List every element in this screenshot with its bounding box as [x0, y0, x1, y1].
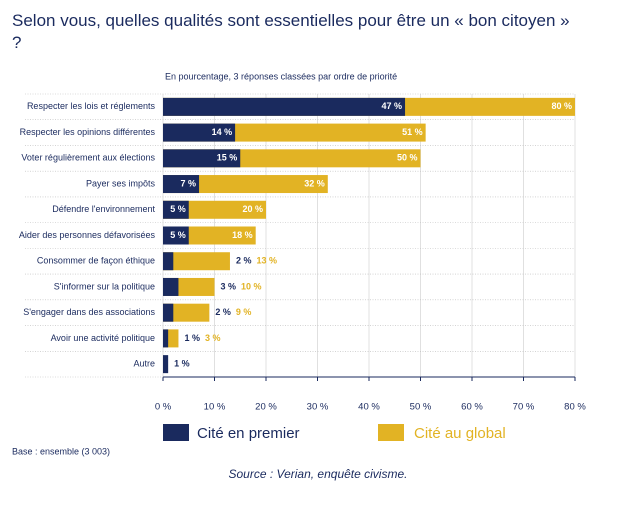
x-tick-label: 30 %: [307, 402, 329, 413]
y-tick-label: Aider des personnes défavorisées: [19, 230, 156, 240]
x-tick-label: 0 %: [155, 402, 172, 413]
bar: [163, 303, 210, 322]
y-tick-label: Voter régulièrement aux élections: [21, 153, 155, 163]
bar: [163, 97, 406, 116]
legend-swatch: [378, 424, 404, 441]
bar: [163, 175, 328, 194]
chart-title: Selon vous, quelles qualités sont essent…: [12, 11, 570, 52]
value-label: 20 %: [242, 204, 263, 214]
y-tick-label: Défendre l'environnement: [52, 204, 155, 214]
value-label: 10 %: [241, 281, 262, 291]
value-label: 13 %: [256, 256, 277, 266]
legend-swatch: [163, 424, 189, 441]
y-tick-label: Payer ses impôts: [86, 178, 156, 188]
y-tick-label: Consommer de façon éthique: [37, 256, 155, 266]
bar: [163, 175, 200, 194]
bar: [163, 355, 169, 374]
y-tick-label: Respecter les opinions différentes: [20, 127, 156, 137]
bar: [163, 277, 179, 296]
value-label: 2 %: [236, 256, 252, 266]
bar: [163, 149, 241, 168]
bar: [163, 226, 189, 245]
y-tick-label: Avoir une activité politique: [51, 333, 155, 343]
value-label: 47 %: [382, 101, 403, 111]
y-tick-label: Autre: [133, 359, 155, 369]
value-label: 3 %: [221, 281, 237, 291]
source: Source : Verian, enquête civisme.: [229, 467, 408, 481]
value-label: 51 %: [402, 127, 423, 137]
legend-label: Cité au global: [414, 425, 506, 442]
value-label: 50 %: [397, 153, 418, 163]
bar: [163, 252, 230, 271]
value-label: 15 %: [217, 153, 238, 163]
value-label: 18 %: [232, 230, 253, 240]
x-tick-label: 70 %: [513, 402, 535, 413]
value-label: 80 %: [551, 101, 572, 111]
x-tick-label: 40 %: [358, 402, 380, 413]
bar: [163, 252, 174, 271]
x-tick-label: 50 %: [410, 402, 432, 413]
x-tick-label: 20 %: [255, 402, 277, 413]
value-label: 5 %: [170, 204, 186, 214]
bar: [163, 200, 189, 219]
legend-label: Cité en premier: [197, 425, 300, 442]
value-label: 9 %: [236, 307, 252, 317]
value-label: 1 %: [184, 333, 200, 343]
base-note: Base : ensemble (3 003): [12, 446, 110, 456]
bar: [163, 123, 236, 142]
y-tick-label: S'informer sur la politique: [54, 281, 155, 291]
x-tick-label: 60 %: [461, 402, 483, 413]
y-tick-label: Respecter les lois et réglements: [27, 101, 156, 111]
y-tick-label: S'engager dans des associations: [23, 307, 155, 317]
value-label: 3 %: [205, 333, 221, 343]
value-label: 1 %: [174, 359, 190, 369]
subtitle: En pourcentage, 3 réponses classées par …: [165, 71, 397, 81]
bar: [163, 303, 174, 322]
value-label: 7 %: [181, 178, 197, 188]
x-tick-label: 10 %: [204, 402, 226, 413]
value-label: 32 %: [304, 178, 325, 188]
bar: [163, 329, 169, 348]
x-tick-label: 80 %: [564, 402, 586, 413]
value-label: 2 %: [215, 307, 231, 317]
value-label: 14 %: [212, 127, 233, 137]
value-label: 5 %: [170, 230, 186, 240]
